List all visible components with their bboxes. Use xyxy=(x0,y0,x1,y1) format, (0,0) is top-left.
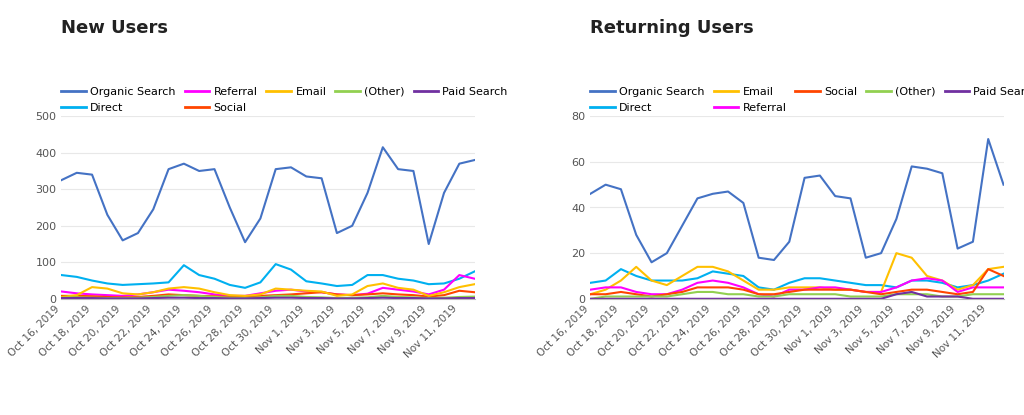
Legend: Organic Search, Direct, Email, Referral, Social, (Other), Paid Search: Organic Search, Direct, Email, Referral,… xyxy=(590,87,1024,112)
Text: New Users: New Users xyxy=(61,19,168,37)
Legend: Organic Search, Direct, Referral, Social, Email, (Other), Paid Search: Organic Search, Direct, Referral, Social… xyxy=(61,87,508,112)
Text: Returning Users: Returning Users xyxy=(590,19,754,37)
